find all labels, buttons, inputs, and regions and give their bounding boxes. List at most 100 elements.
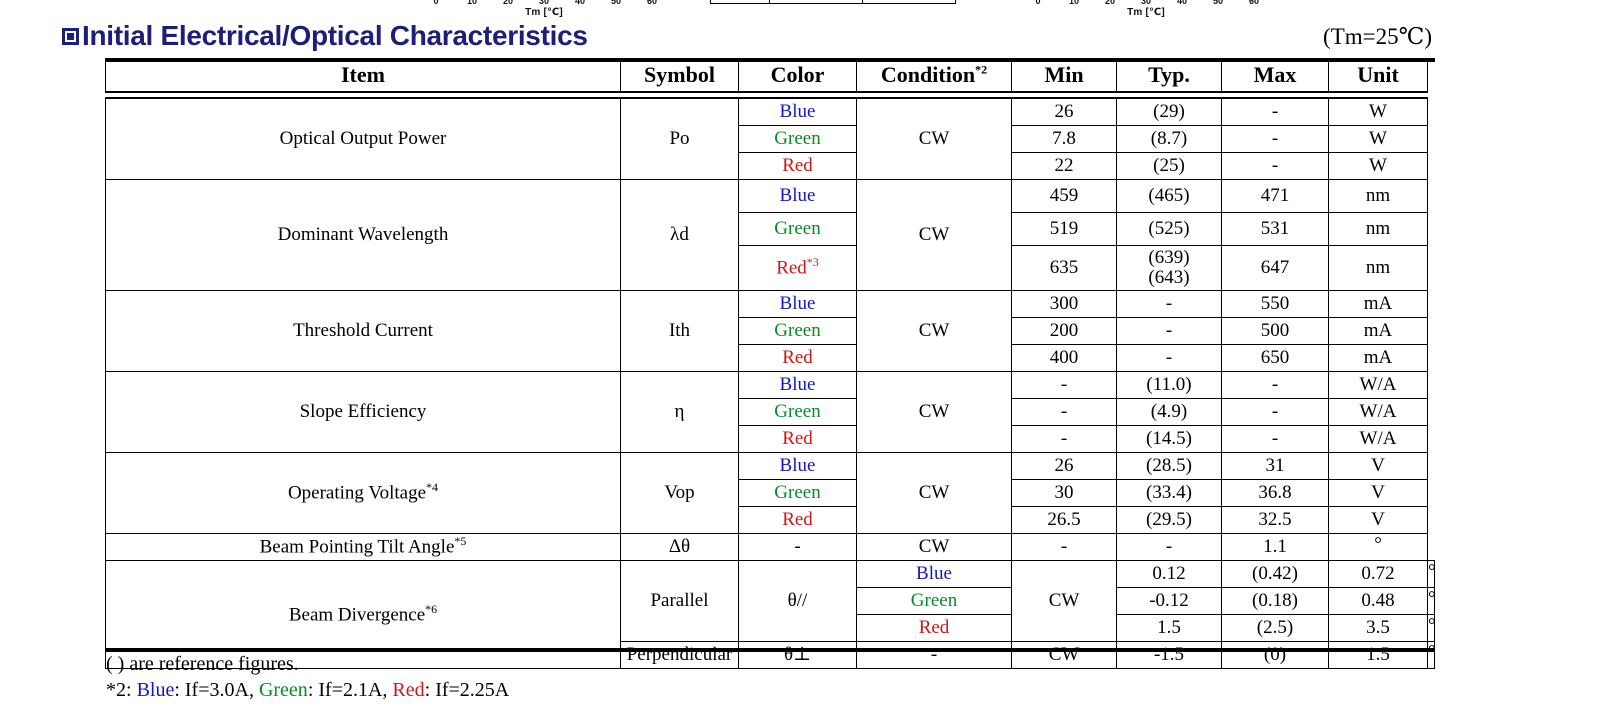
tick-label: 10 <box>1068 0 1079 6</box>
row-min: 26 <box>1011 97 1117 126</box>
tick-label: 60 <box>646 0 657 6</box>
row-typ: - <box>1116 532 1222 561</box>
row-subitem-perpendicular: Perpendicular <box>620 640 739 669</box>
section-heading: Initial Electrical/Optical Characteristi… <box>62 22 588 50</box>
row-symbol: θ// <box>738 559 857 642</box>
cropped-figures-strip: 0 10 20 30 40 50 60 Tm [℃] 0 10 20 30 40… <box>0 0 1600 26</box>
row-typ: - <box>1116 343 1222 372</box>
row-min: - <box>1011 424 1117 453</box>
row-unit: nm <box>1328 211 1428 246</box>
row-condition: CW <box>856 97 1012 180</box>
row-unit: W/A <box>1328 424 1428 453</box>
tick-label: 10 <box>466 0 477 6</box>
left-chart-x-axis: 0 10 20 30 40 50 60 Tm [℃] <box>418 0 670 18</box>
row-unit: W <box>1328 97 1428 126</box>
row-color-green: Green <box>738 478 857 507</box>
tick-label: 30 <box>1140 0 1151 6</box>
square-bullet-icon <box>62 27 79 45</box>
row-typ: (29.5) <box>1116 505 1222 534</box>
column-header-typ: Typ. <box>1116 58 1222 92</box>
table-row: Optical Output Power Po Blue CW 26 (29) … <box>105 97 1435 180</box>
cropped-mini-table: 53 3.30 3.10 <box>710 0 957 4</box>
footnote-blue-label: Blue <box>136 678 175 701</box>
footnote-prefix: *2: <box>106 678 137 701</box>
row-color-red: Red <box>738 151 857 180</box>
row-min: 459 <box>1011 178 1117 213</box>
row-typ: (14.5) <box>1116 424 1222 453</box>
specifications-table: Item Symbol Color Condition*2 Min Typ. M… <box>105 58 1436 669</box>
row-symbol: Po <box>620 97 739 180</box>
row-condition: CW <box>856 532 1012 561</box>
row-max: 1.5 <box>1328 640 1428 669</box>
table-row: Green 200 - 500 mA <box>106 316 1435 345</box>
row-unit: W/A <box>1328 397 1428 426</box>
table-row: Slope Efficiency η Blue CW - (11.0) - W/… <box>105 370 1435 453</box>
row-item-optical-output-power: Optical Output Power <box>105 97 621 180</box>
row-typ: (28.5) <box>1116 451 1222 480</box>
row-color-blue: Blue <box>738 451 857 480</box>
row-unit: ° <box>1427 586 1436 615</box>
column-header-condition: Condition*2 <box>856 58 1012 92</box>
row-max: 31 <box>1221 451 1329 480</box>
row-typ: (525) <box>1116 211 1222 246</box>
row-min: 22 <box>1011 151 1117 180</box>
row-unit: nm <box>1328 178 1428 213</box>
row-color-red: Red <box>856 613 1012 642</box>
row-typ-value-2: (643) <box>1148 266 1190 288</box>
column-header-max: Max <box>1221 58 1329 92</box>
table-row: Threshold Current Ith Blue CW 300 - 550 … <box>105 289 1435 372</box>
tick-label: 20 <box>502 0 513 6</box>
row-max: 3.5 <box>1328 613 1428 642</box>
row-max: 550 <box>1221 289 1329 318</box>
row-color: - <box>856 640 1012 669</box>
row-max: 531 <box>1221 211 1329 246</box>
row-color-red: Red*3 <box>738 244 857 291</box>
row-min: 635 <box>1011 244 1117 291</box>
row-min: 0.12 <box>1116 559 1222 588</box>
column-header-symbol: Symbol <box>620 58 739 92</box>
footnote-green-label: Green <box>258 678 308 701</box>
table-row: Red 22 (25) - W <box>106 151 1435 180</box>
row-color-blue: Blue <box>738 370 857 399</box>
row-typ: (33.4) <box>1116 478 1222 507</box>
row-max: 1.1 <box>1221 532 1329 561</box>
row-item-threshold-current: Threshold Current <box>105 289 621 372</box>
row-symbol: Vop <box>620 451 739 534</box>
footnote-blue-value: : If=3.0A, <box>174 678 259 701</box>
column-header-condition-label: Condition <box>880 62 976 87</box>
table-row: Green 7.8 (8.7) - W <box>106 124 1435 153</box>
footnote-red-label: Red <box>392 678 425 701</box>
row-typ: - <box>1116 316 1222 345</box>
row-max: 36.8 <box>1221 478 1329 507</box>
row-color-blue: Blue <box>738 289 857 318</box>
row-color-label: Red <box>776 257 807 279</box>
row-max: - <box>1221 97 1329 126</box>
tick-label: 40 <box>574 0 585 6</box>
row-typ: (639) (643) <box>1116 244 1222 291</box>
row-typ: (0.42) <box>1221 559 1329 588</box>
row-condition: CW <box>856 451 1012 534</box>
row-max: 471 <box>1221 178 1329 213</box>
left-chart-x-axis-label: Tm [℃] <box>525 7 563 18</box>
row-min: 26.5 <box>1011 505 1117 534</box>
row-max: 500 <box>1221 316 1329 345</box>
row-color-green: Green <box>738 316 857 345</box>
table-row: Red*3 635 (639) (643) 647 nm <box>106 244 1435 291</box>
row-min: 26 <box>1011 451 1117 480</box>
row-max: - <box>1221 370 1329 399</box>
column-header-min: Min <box>1011 58 1117 92</box>
row-condition: CW <box>856 178 1012 291</box>
color-footnote-marker: *3 <box>806 255 819 270</box>
table-row: Beam Divergence*6 Parallel θ// Blue CW 0… <box>105 559 1436 669</box>
row-condition: CW <box>856 370 1012 453</box>
row-typ: (0) <box>1221 640 1329 669</box>
condition-footnote-marker: *2 <box>975 62 988 77</box>
table-body: Optical Output Power Po Blue CW 26 (29) … <box>105 97 1436 669</box>
footnote-reference-figures: ( ) are reference figures. <box>106 653 299 675</box>
row-min: 200 <box>1011 316 1117 345</box>
row-unit: ° <box>1328 532 1428 561</box>
row-max: 647 <box>1221 244 1329 291</box>
row-unit: nm <box>1328 244 1428 291</box>
row-typ: (4.9) <box>1116 397 1222 426</box>
row-color-green: Green <box>738 211 857 246</box>
